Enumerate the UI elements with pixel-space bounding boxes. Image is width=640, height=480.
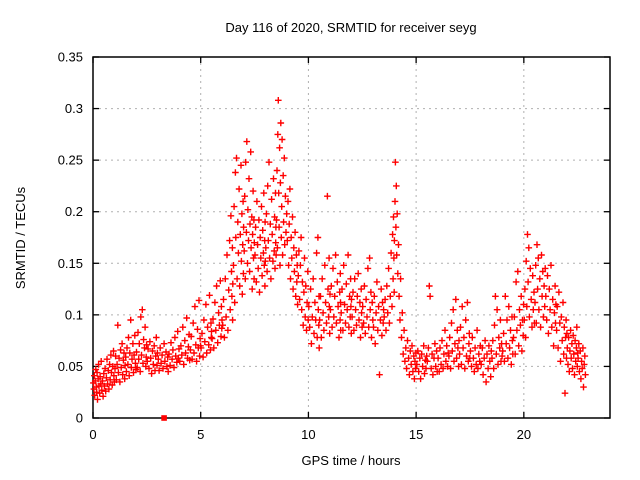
x-tick-label: 0: [89, 427, 96, 442]
x-tick-label: 15: [409, 427, 423, 442]
y-tick-label: 0.35: [58, 50, 83, 65]
y-tick-label: 0.1: [65, 307, 83, 322]
y-tick-label: 0.05: [58, 359, 83, 374]
x-axis-label: GPS time / hours: [302, 453, 401, 468]
y-tick-label: 0.25: [58, 153, 83, 168]
y-tick-label: 0.2: [65, 204, 83, 219]
chart-title: Day 116 of 2020, SRMTID for receiver sey…: [225, 20, 476, 35]
plot-border: [92, 56, 611, 419]
plot-render-layer: 0 5 10 15 20 0 0.05 0.1 0.15 0.2 0.25 0.3 0.35: [58, 50, 611, 442]
scatter-points: [90, 97, 589, 403]
x-tick-label: 20: [517, 427, 531, 442]
y-tick-label: 0.3: [65, 101, 83, 116]
y-tick-label: 0.15: [58, 256, 83, 271]
x-tick-label: 10: [301, 427, 315, 442]
x-tick-label: 5: [197, 427, 204, 442]
y-axis-label: SRMTID / TECUs: [13, 186, 28, 289]
flag-square-marker: [161, 415, 167, 421]
y-tick-label: 0: [76, 411, 83, 426]
